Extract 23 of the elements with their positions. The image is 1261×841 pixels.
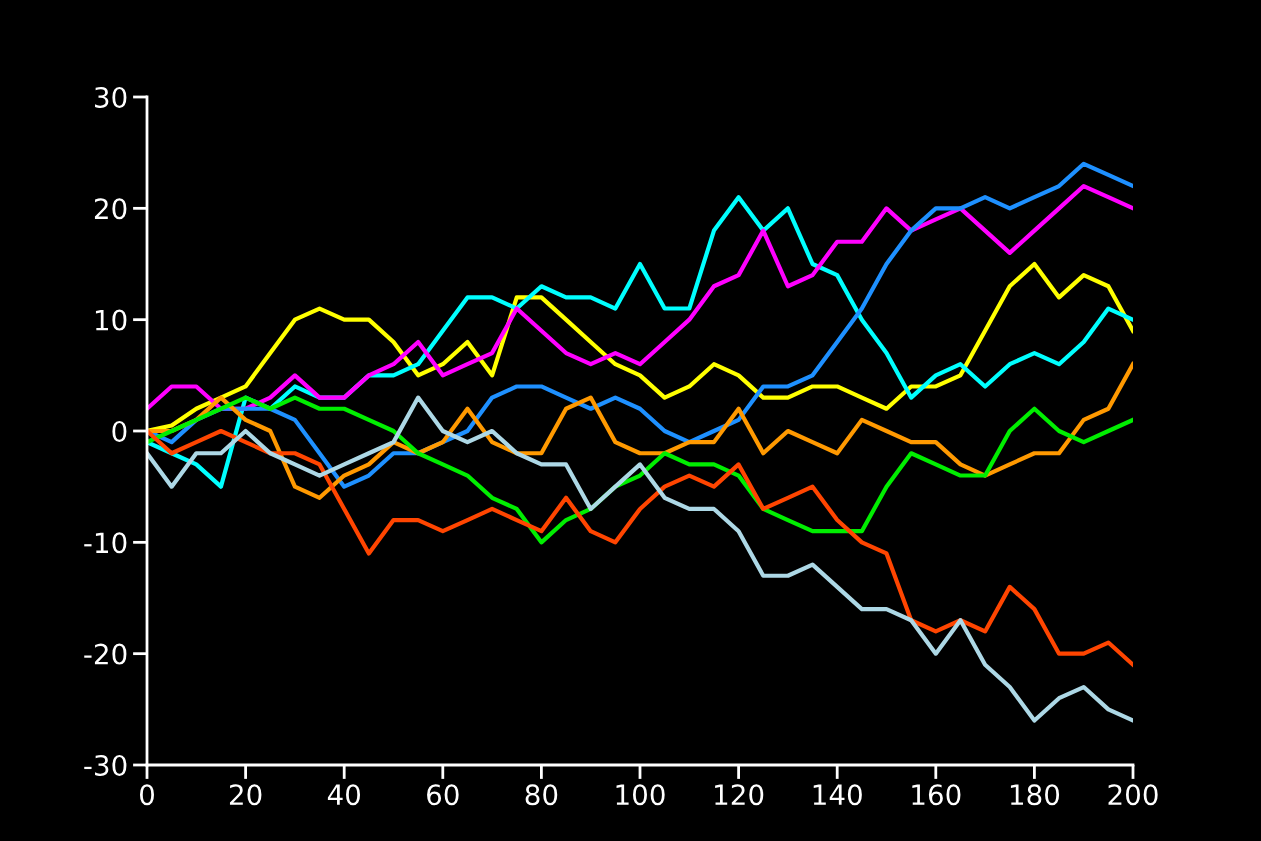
x-tick-label: 200 — [1108, 784, 1158, 806]
x-tick-label: 60 — [427, 784, 459, 806]
x-tick-label: 100 — [616, 784, 665, 806]
x-tick-label: 0 — [139, 784, 154, 806]
y-tick-label: -30 — [84, 754, 127, 776]
line-series — [147, 362, 1133, 500]
line-series — [147, 395, 1133, 545]
y-tick-label: 0 — [112, 420, 127, 442]
y-tick-label: 20 — [94, 198, 127, 220]
y-tick-label: -10 — [84, 532, 127, 554]
x-tick-label: 40 — [327, 784, 361, 806]
x-tick-label: 80 — [525, 784, 558, 806]
x-tick-label: 160 — [912, 784, 961, 806]
line-series — [147, 183, 1133, 411]
x-tick-label: 20 — [229, 784, 262, 806]
y-tick-label: 30 — [95, 86, 127, 108]
line-series — [147, 428, 1133, 667]
x-tick-label: 140 — [813, 784, 862, 806]
x-tick-label: 180 — [1010, 784, 1060, 806]
y-tick-label: -20 — [84, 643, 127, 665]
line-series — [147, 395, 1133, 723]
x-tick-label: 120 — [715, 784, 764, 806]
y-tick-label: 10 — [95, 309, 127, 331]
